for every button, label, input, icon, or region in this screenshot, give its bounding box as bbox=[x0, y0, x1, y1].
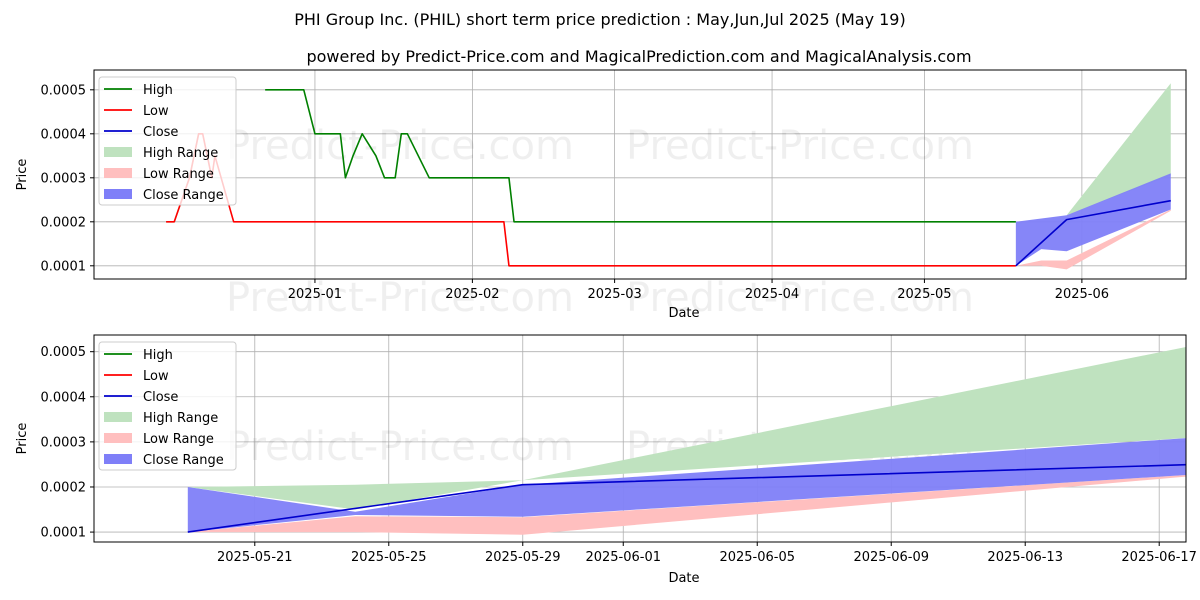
x-tick-label: 2025-03 bbox=[587, 287, 641, 302]
close-range-band bbox=[1015, 173, 1171, 266]
legend-label-close-range: Close Range bbox=[143, 453, 224, 468]
y-tick-label: 0.0002 bbox=[41, 215, 87, 230]
x-tick-label: 2025-02 bbox=[445, 287, 499, 302]
close-range-band bbox=[187, 438, 1186, 533]
legend-swatch-low-range bbox=[104, 168, 132, 178]
y-axis-label: Price bbox=[15, 423, 30, 455]
x-tick-label: 2025-05-21 bbox=[217, 550, 293, 565]
x-tick-label: 2025-06-17 bbox=[1121, 550, 1197, 565]
legend-swatch-high-range bbox=[104, 147, 132, 157]
x-tick-label: 2025-06-05 bbox=[719, 550, 795, 565]
watermark-text: Predict-Price.com bbox=[626, 275, 974, 321]
x-tick-label: 2025-05 bbox=[897, 287, 951, 302]
watermark-text: Predict-Price.com bbox=[226, 424, 574, 470]
legend-label-high: High bbox=[143, 348, 173, 363]
watermark-text: Predict-Price.com bbox=[626, 123, 974, 169]
high-range-band bbox=[187, 346, 1186, 510]
legend-swatch-low-range bbox=[104, 433, 132, 443]
legend-label-close: Close bbox=[143, 125, 178, 140]
y-tick-label: 0.0004 bbox=[41, 390, 87, 405]
x-tick-label: 2025-04 bbox=[745, 287, 799, 302]
x-tick-label: 2025-06-09 bbox=[853, 550, 929, 565]
y-tick-label: 0.0001 bbox=[41, 259, 87, 274]
x-tick-label: 2025-01 bbox=[288, 287, 342, 302]
y-tick-label: 0.0002 bbox=[41, 480, 87, 495]
legend-swatch-high-range bbox=[104, 412, 132, 422]
x-tick-label: 2025-05-25 bbox=[351, 550, 427, 565]
legend-label-low: Low bbox=[143, 104, 169, 119]
x-tick-label: 2025-06-13 bbox=[987, 550, 1063, 565]
y-tick-label: 0.0001 bbox=[41, 526, 87, 541]
axes-frame bbox=[93, 69, 1187, 280]
x-axis-label: Date bbox=[668, 571, 699, 586]
x-tick-label: 2025-06-01 bbox=[585, 550, 661, 565]
plot-area bbox=[187, 346, 1186, 535]
x-axis-label: Date bbox=[668, 306, 699, 321]
legend-swatch-close-range bbox=[104, 454, 132, 464]
close-line bbox=[187, 463, 1186, 533]
axes-frame bbox=[93, 334, 1187, 543]
legend-label-close: Close bbox=[143, 390, 178, 405]
high-line bbox=[265, 89, 1016, 223]
chart-panel-2: Predict-Price.comPredict-Price.com2025-0… bbox=[15, 334, 1197, 586]
close-line bbox=[1015, 199, 1171, 267]
low-range-band bbox=[187, 474, 1186, 535]
legend-box bbox=[98, 76, 237, 206]
legend: High Low Close High Range Low Range Close Ran… bbox=[98, 341, 237, 471]
chart-title: PHI Group Inc. (PHIL) short term price p… bbox=[294, 10, 905, 29]
y-tick-label: 0.0004 bbox=[41, 127, 87, 142]
legend-label-low-range: Low Range bbox=[143, 432, 214, 447]
legend-swatch-close-range bbox=[104, 189, 132, 199]
plot-area bbox=[166, 83, 1171, 270]
legend: High Low Close High Range Low Range Close Ran… bbox=[98, 76, 237, 206]
y-tick-label: 0.0003 bbox=[41, 171, 87, 186]
legend-label-high-range: High Range bbox=[143, 411, 218, 426]
legend-label-low-range: Low Range bbox=[143, 167, 214, 182]
x-tick-label: 2025-05-29 bbox=[485, 550, 561, 565]
y-axis-label: Price bbox=[15, 159, 30, 191]
y-tick-label: 0.0005 bbox=[41, 83, 87, 98]
y-tick-label: 0.0005 bbox=[41, 345, 87, 360]
chart-panel-1: Predict-Price.com Predict-Price.com Predic… bbox=[15, 69, 1187, 321]
x-tick-label: 2025-06 bbox=[1055, 287, 1109, 302]
legend-label-low: Low bbox=[143, 369, 169, 384]
legend-box bbox=[98, 341, 237, 471]
high-range-band bbox=[1015, 83, 1171, 222]
legend-label-high: High bbox=[143, 83, 173, 98]
y-tick-label: 0.0003 bbox=[41, 435, 87, 450]
legend-label-close-range: Close Range bbox=[143, 188, 224, 203]
low-range-band bbox=[1015, 209, 1171, 270]
watermark-text: Predict-Price.com bbox=[226, 275, 574, 321]
legend-label-high-range: High Range bbox=[143, 146, 218, 161]
chart-subtitle: powered by Predict-Price.com and Magical… bbox=[306, 47, 971, 66]
